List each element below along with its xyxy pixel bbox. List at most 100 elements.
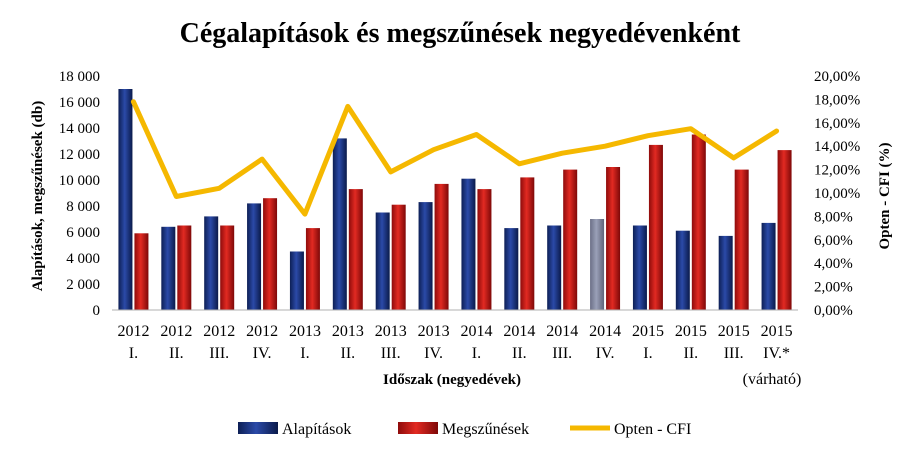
x-axis: 2012 I. 2012 II. 2012 III. 2012 IV. 2013 I. 2013 II… <box>117 323 792 362</box>
y-tick-label: 14 000 <box>59 121 100 137</box>
x-tick-quarter: III. <box>381 345 401 362</box>
x-tick-quarter: I. <box>129 345 138 362</box>
x-tick-year: 2012 <box>203 323 235 340</box>
bar-megszunesek <box>177 225 192 310</box>
legend-swatch <box>398 422 438 434</box>
y-tick-label: 18 000 <box>59 69 100 85</box>
x-tick-quarter: II. <box>683 345 698 362</box>
bar-alapitasok <box>375 212 390 310</box>
left-axis: 0 2 000 4 000 6 000 8 000 10 000 12 000 14 000 1… <box>59 69 100 319</box>
right-axis: 0,00% 2,00% 4,00% 6,00% 8,00% 10,00% 12,00% 14,… <box>814 69 860 319</box>
x-tick-year: 2015 <box>718 323 750 340</box>
bar-megszunesek <box>391 204 406 310</box>
y2-tick-label: 18,00% <box>814 92 860 108</box>
legend-label: Alapítások <box>282 421 351 438</box>
bar-megszunesek <box>434 183 449 310</box>
x-tick-quarter: IV. <box>253 345 272 362</box>
x-tick-year: 2012 <box>117 323 149 340</box>
bar-megszunesek <box>734 169 749 310</box>
bar-alapitasok <box>461 178 476 310</box>
bar-alapitasok <box>547 225 562 310</box>
x-tick-year: 2015 <box>761 323 793 340</box>
x-tick-quarter: IV. <box>424 345 443 362</box>
bar-alapitasok <box>247 203 262 310</box>
bar-alapitasok <box>590 219 605 310</box>
legend: Alapítások Megszűnések Opten - CFI <box>238 421 691 438</box>
y-tick-label: 6 000 <box>66 225 100 241</box>
bar-alapitasok <box>161 226 176 310</box>
y2-tick-label: 14,00% <box>814 139 860 155</box>
legend-swatch <box>238 422 278 434</box>
x-tick-quarter: I. <box>300 345 309 362</box>
legend-label: Megszűnések <box>442 421 529 438</box>
y-tick-label: 16 000 <box>59 95 100 111</box>
x-tick-quarter: II. <box>340 345 355 362</box>
y-axis-title: Alapítások, megszűnések (db) <box>30 101 46 291</box>
bar-alapitasok <box>332 138 347 310</box>
y-tick-label: 0 <box>93 303 101 319</box>
x-tick-year: 2014 <box>546 323 578 340</box>
line-opten-cfi <box>130 99 780 217</box>
x-tick-year: 2015 <box>632 323 664 340</box>
bar-alapitasok <box>418 202 433 310</box>
y-tick-label: 8 000 <box>66 199 100 215</box>
x-tick-quarter: III. <box>552 345 572 362</box>
bar-megszunesek <box>348 189 363 310</box>
x-tick-quarter: II. <box>512 345 527 362</box>
x-axis-title: Időszak (negyedévek) <box>383 372 521 388</box>
y-tick-label: 12 000 <box>59 147 100 163</box>
bar-megszunesek <box>563 169 578 310</box>
x-tick-year: 2013 <box>418 323 450 340</box>
x-tick-year: 2012 <box>246 323 278 340</box>
bar-alapitasok <box>718 235 733 310</box>
y2-axis-title: Opten - CFI (%) <box>877 142 893 249</box>
y2-tick-label: 10,00% <box>814 186 860 202</box>
forecast-note: (várható) <box>743 371 802 388</box>
bar-megszunesek <box>606 167 621 310</box>
x-tick-quarter: III. <box>724 345 744 362</box>
bar-megszunesek <box>520 177 535 310</box>
bar-megszunesek <box>777 150 792 310</box>
bars <box>112 89 798 311</box>
bar-megszunesek <box>691 134 706 310</box>
x-tick-year: 2013 <box>289 323 321 340</box>
bar-alapitasok <box>204 216 219 310</box>
bar-alapitasok <box>632 225 647 310</box>
x-tick-year: 2013 <box>332 323 364 340</box>
legend-label: Opten - CFI <box>614 421 691 438</box>
x-tick-quarter: II. <box>169 345 184 362</box>
bar-megszunesek <box>305 228 320 310</box>
cfi-line <box>130 99 780 217</box>
y2-tick-label: 0,00% <box>814 303 853 319</box>
chart-title: Cégalapítások és megszűnések negyedévenk… <box>180 18 741 49</box>
y2-tick-label: 12,00% <box>814 163 860 179</box>
bar-alapitasok <box>675 230 690 310</box>
bar-megszunesek <box>134 233 149 310</box>
y2-tick-label: 6,00% <box>814 233 853 249</box>
y-tick-label: 2 000 <box>66 277 100 293</box>
x-tick-year: 2014 <box>503 323 535 340</box>
bar-megszunesek <box>477 189 492 310</box>
bar-alapitasok <box>118 89 133 310</box>
y2-tick-label: 8,00% <box>814 209 853 225</box>
x-tick-year: 2015 <box>675 323 707 340</box>
bar-megszunesek <box>220 225 235 310</box>
y-tick-label: 4 000 <box>66 251 100 267</box>
x-tick-quarter: IV.* <box>763 345 790 362</box>
x-tick-year: 2013 <box>375 323 407 340</box>
bar-alapitasok <box>289 251 304 310</box>
x-tick-quarter: I. <box>472 345 481 362</box>
x-tick-year: 2014 <box>589 323 621 340</box>
x-tick-quarter: III. <box>209 345 229 362</box>
y2-tick-label: 16,00% <box>814 116 860 132</box>
y2-tick-label: 4,00% <box>814 256 853 272</box>
bar-alapitasok <box>761 222 776 310</box>
bar-megszunesek <box>648 144 663 310</box>
x-tick-quarter: I. <box>643 345 652 362</box>
bar-alapitasok <box>504 228 519 310</box>
bar-megszunesek <box>263 198 278 310</box>
y2-tick-label: 20,00% <box>814 69 860 85</box>
x-tick-year: 2014 <box>460 323 492 340</box>
y2-tick-label: 2,00% <box>814 280 853 296</box>
